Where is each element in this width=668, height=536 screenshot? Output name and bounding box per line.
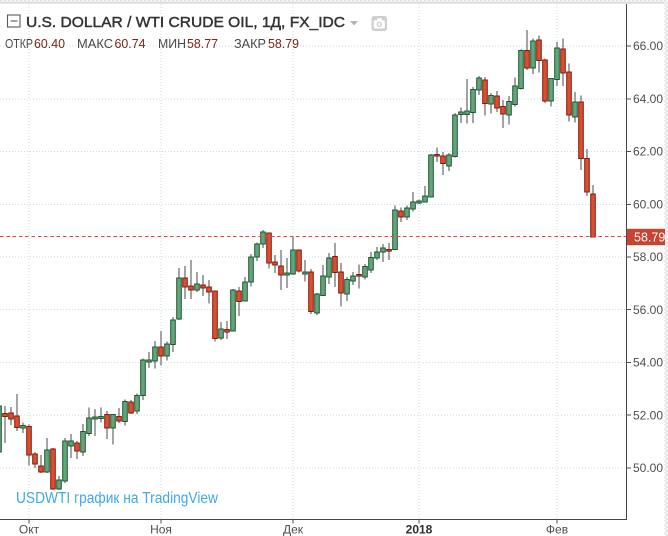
svg-text:66.00: 66.00 (633, 39, 663, 53)
svg-text:62.00: 62.00 (633, 145, 663, 159)
svg-text:54.00: 54.00 (633, 356, 663, 370)
svg-text:58.79: 58.79 (268, 37, 299, 51)
svg-text:58.77: 58.77 (187, 37, 218, 51)
svg-text:58.79: 58.79 (634, 231, 665, 245)
svg-text:64.00: 64.00 (633, 92, 663, 106)
svg-text:МИН: МИН (158, 37, 186, 51)
svg-text:50.00: 50.00 (633, 461, 663, 475)
svg-text:ЗАКР: ЗАКР (234, 37, 266, 51)
svg-text:58.00: 58.00 (633, 250, 663, 264)
svg-text:U.S. DOLLAR / WTI CRUDE OIL, 1: U.S. DOLLAR / WTI CRUDE OIL, 1Д, FX_IDC (26, 14, 345, 31)
svg-text:60.00: 60.00 (633, 198, 663, 212)
svg-text:МАКС: МАКС (77, 37, 113, 51)
svg-text:Окт: Окт (19, 523, 40, 536)
svg-text:56.00: 56.00 (633, 303, 663, 317)
svg-text:Ноя: Ноя (150, 523, 172, 536)
svg-text:ОТКР: ОТКР (5, 37, 33, 51)
svg-text:USDWTI график на TradingView: USDWTI график на TradingView (16, 490, 219, 507)
svg-text:Дек: Дек (283, 523, 304, 536)
svg-text:60.74: 60.74 (115, 37, 146, 51)
svg-text:60.40: 60.40 (34, 37, 65, 51)
svg-text:2018: 2018 (406, 523, 433, 536)
svg-text:Фев: Фев (546, 523, 568, 536)
svg-text:52.00: 52.00 (633, 408, 663, 422)
